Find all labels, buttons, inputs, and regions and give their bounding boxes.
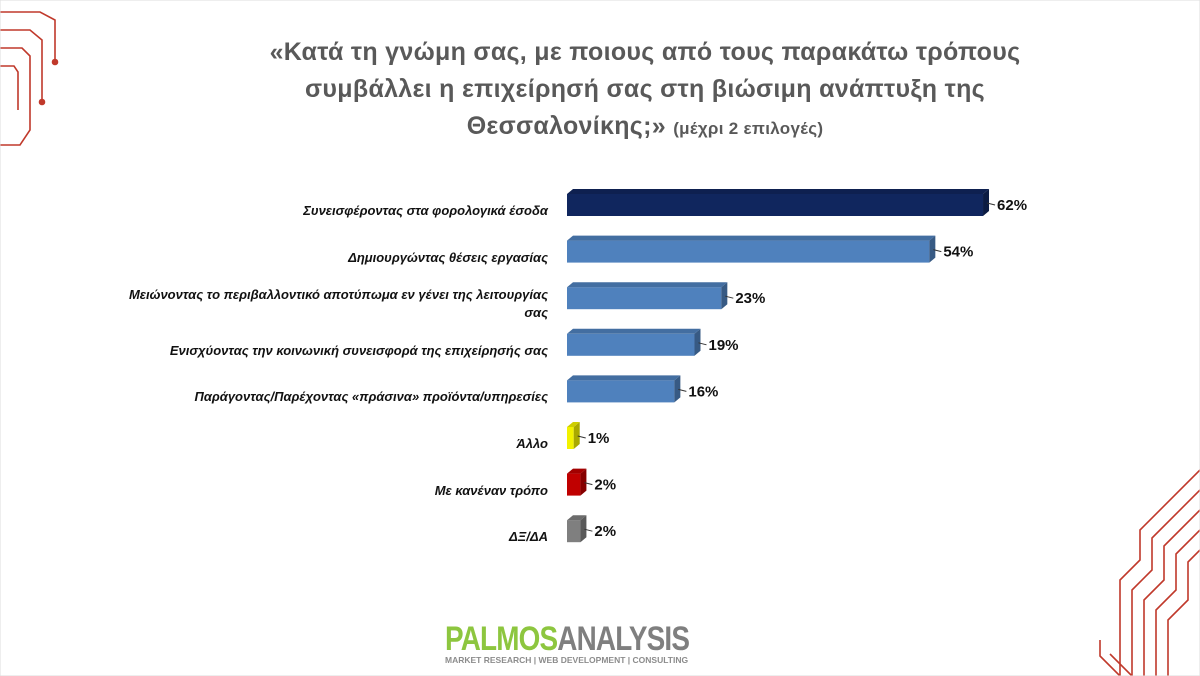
bar (567, 333, 695, 356)
bar (567, 240, 930, 263)
logo-name: PALMOSANALYSIS (445, 620, 690, 659)
label-leader (584, 482, 593, 486)
value-label: 2% (594, 477, 616, 494)
bar-top (567, 235, 936, 241)
bar-top (567, 422, 580, 427)
bar-top (567, 515, 587, 521)
bar-top (567, 282, 728, 288)
title-block: «Κατά τη γνώμη σας, με ποιους από τους π… (230, 34, 1060, 147)
value-label: 2% (594, 523, 616, 540)
label-leader (725, 295, 734, 299)
logo-right: ANALYSIS (557, 620, 690, 658)
label-leader (678, 388, 687, 392)
logo-tagline: MARKET RESEARCH | WEB DEVELOPMENT | CONS… (445, 655, 689, 665)
bar-depth (573, 422, 580, 449)
bar (567, 473, 581, 496)
category-label: Δημιουργώντας θέσεις εργασίας (348, 249, 548, 265)
category-label: Ενισχύοντας την κοινωνική συνεισφορά της… (169, 342, 548, 358)
bar (567, 427, 574, 449)
bar-depth (929, 235, 936, 263)
category-label: ΔΞ/ΔΑ (509, 529, 548, 545)
value-label: 19% (708, 337, 738, 354)
bar-top (567, 328, 701, 334)
bar-top (567, 468, 587, 474)
chart-title: «Κατά τη γνώμη σας, με ποιους από τους π… (269, 38, 1021, 140)
bar-top (567, 375, 681, 381)
bar-top (567, 189, 990, 194)
decoration (0, 11, 1200, 676)
bar (567, 520, 581, 543)
value-label: 23% (735, 290, 765, 307)
bar-depth (580, 515, 587, 543)
chart-subtitle: (μέχρι 2 επιλογές) (673, 119, 824, 138)
logo-left: PALMOS (445, 620, 558, 658)
value-label: 54% (943, 244, 973, 261)
label-leader (584, 528, 593, 532)
bar-depth (580, 468, 587, 496)
bar-depth (694, 328, 701, 356)
category-label: Άλλο (516, 436, 548, 451)
logo: PALMOSANALYSIS MARKET RESEARCH | WEB DEV… (445, 620, 765, 665)
bar (567, 194, 984, 216)
bar-depth (721, 282, 728, 310)
value-label: 62% (997, 197, 1027, 214)
label-leader (698, 342, 707, 346)
value-label: 1% (588, 430, 610, 447)
category-label: Μειώνοντας το περιβαλλοντικό αποτύπωμα ε… (128, 287, 548, 321)
value-label: 16% (688, 383, 718, 400)
category-label: Παράγοντας/Παρέχοντας «πράσινα» προϊόντα… (194, 389, 549, 405)
label-leader (577, 435, 586, 439)
label-leader (986, 202, 996, 206)
label-leader (933, 249, 942, 253)
bar-depth (674, 375, 681, 403)
bar-depth (983, 189, 990, 216)
bar (567, 287, 722, 310)
bar (567, 380, 675, 403)
category-label: Με κανέναν τρόπο (434, 482, 548, 498)
category-label: Συνεισφέροντας στα φορολογικά έσοδα (303, 203, 548, 218)
